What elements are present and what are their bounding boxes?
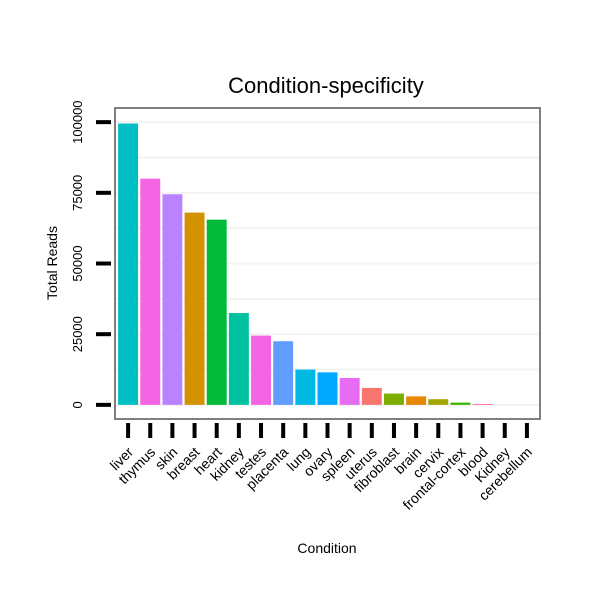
- bar-blood: [472, 404, 493, 405]
- chart-title: Condition-specificity: [228, 73, 424, 98]
- bar-liver: [118, 123, 139, 405]
- bar-breast: [184, 212, 205, 405]
- x-axis-label: Condition: [297, 540, 356, 556]
- bar-testes: [251, 335, 271, 405]
- bar-brain: [406, 396, 427, 405]
- bar-heart: [206, 219, 227, 405]
- plot-area: liverthymusskinbreastheartkidneytestespl…: [70, 100, 541, 513]
- y-tick-label-100000: 100000: [70, 100, 85, 143]
- plot-border: [114, 107, 541, 420]
- y-tick-label-75000: 75000: [70, 175, 85, 211]
- bar-fibroblast: [384, 393, 404, 405]
- bar-placenta: [273, 341, 294, 405]
- bar-cervix: [428, 399, 449, 405]
- y-tick-label-0: 0: [70, 401, 85, 408]
- bar-ovary: [317, 372, 338, 405]
- y-tick-label-25000: 25000: [70, 316, 85, 352]
- bar-spleen: [339, 378, 360, 405]
- bar-lung: [295, 369, 316, 405]
- bar-thymus: [140, 178, 161, 405]
- bar-skin: [162, 194, 183, 405]
- y-axis-label: Total Reads: [44, 226, 60, 300]
- bar-uterus: [361, 387, 382, 405]
- bar-kidney: [228, 312, 249, 405]
- y-tick-label-50000: 50000: [70, 245, 85, 281]
- bar-frontal-cortex: [450, 402, 471, 405]
